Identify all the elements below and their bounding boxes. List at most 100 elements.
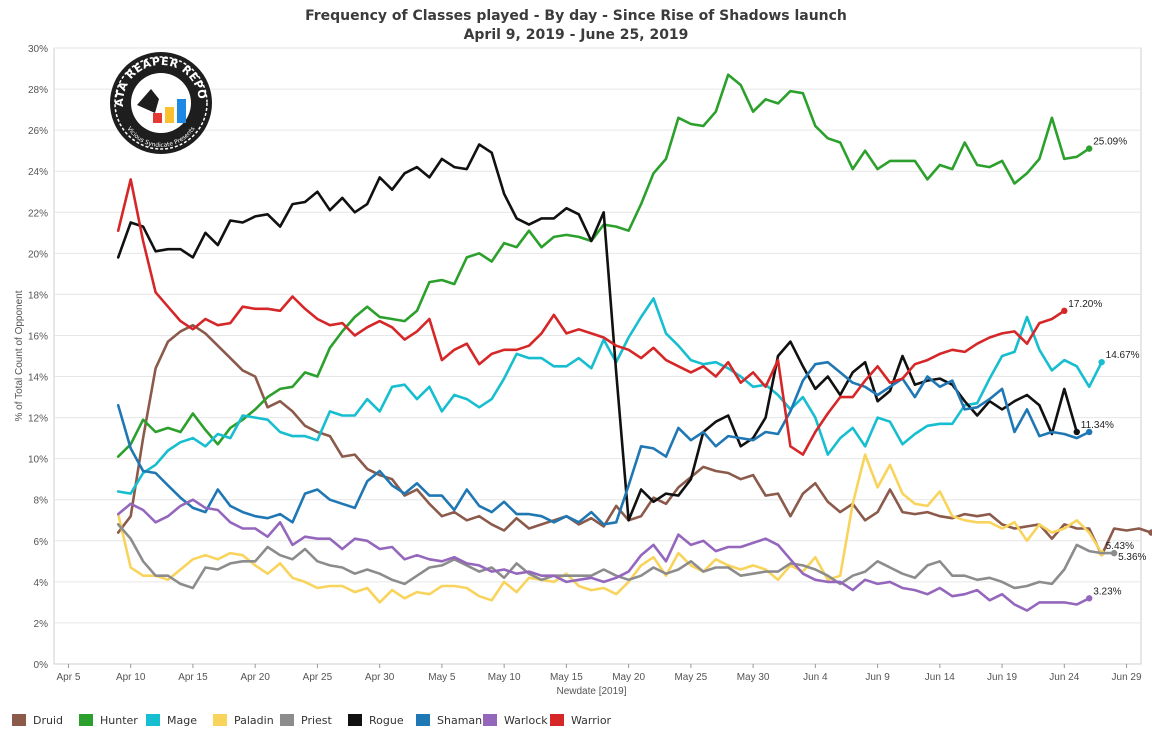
legend-label: Rogue [369,713,404,727]
data-reaper-logo: DATA REAPER REPORTVicious Syndicate Pres… [110,52,212,154]
series-line-paladin [116,453,1103,604]
legend-item-paladin: Paladin [213,712,280,728]
y-tick-label: 24% [28,167,48,178]
legend-label: Warrior [571,713,612,727]
x-tick-label: May 10 [488,672,521,683]
legend-item-warlock: Warlock [483,712,550,728]
x-tick-label: Jun 29 [1112,672,1142,683]
x-tick-label: Jun 4 [803,672,828,683]
chart-subtitle: April 9, 2019 - June 25, 2019 [463,27,689,43]
x-tick-label: Apr 15 [178,672,208,683]
legend-swatch [348,714,362,726]
legend-swatch [280,714,294,726]
y-tick-label: 0% [34,660,49,671]
x-tick-label: Apr 10 [116,672,146,683]
y-tick-label: 30% [28,44,48,55]
legend-label: Shaman [437,713,483,727]
logo-bar-icon [153,113,162,123]
legend-label: Priest [301,713,332,727]
legend-item-shaman: Shaman [416,712,483,728]
end-label-warrior: 17.20% [1068,299,1102,310]
x-axis: Apr 5 Apr 10 Apr 15 Apr 20 Apr 25 Apr 30 May 5… [56,664,1142,683]
logo-center [131,73,191,133]
x-tick-label: Apr 30 [365,672,395,683]
legend-swatch [79,714,93,726]
chart-title: Frequency of Classes played - By day - S… [305,8,847,24]
end-label-paladin: 5.43% [1106,541,1134,552]
legend-item-druid: Druid [12,712,79,728]
legend-swatch [12,714,26,726]
x-tick-label: Jun 24 [1049,672,1079,683]
y-axis: 0% 2% 4% 6% 8% 10% 12% 14% 16% 18% 20% 22% 24% 26% 28%… [28,44,1141,671]
y-tick-label: 4% [34,578,49,589]
legend-item-warrior: Warrior [550,712,617,728]
y-tick-label: 26% [28,126,48,137]
series-line-warrior [116,178,1066,456]
x-tick-label: Jun 9 [865,672,890,683]
legend-item-priest: Priest [280,712,348,728]
series-end-point-mage [1098,358,1105,366]
legend-item-mage: Mage [146,712,213,728]
legend-swatch [416,714,430,726]
x-tick-label: May 30 [737,672,770,683]
x-tick-label: May 25 [674,672,707,683]
legend-label: Druid [33,713,64,727]
legend-swatch [213,714,227,726]
logo-bar-icon [165,107,174,123]
legend-swatch [550,714,564,726]
series-end-point-rogue [1073,428,1080,436]
series-line-warlock [116,498,1091,612]
series-line-mage [116,297,1103,495]
end-label-rogue: 11.34% [1081,420,1114,431]
x-axis-label: Newdate [2019] [556,686,626,697]
series-line-rogue [116,143,1079,522]
x-tick-label: Apr 25 [303,672,333,683]
y-tick-label: 6% [34,537,49,548]
series-end-point-druid [1148,529,1152,536]
x-tick-label: May 20 [612,672,645,683]
x-tick-label: Apr 20 [240,672,270,683]
x-tick-label: Jun 19 [987,672,1017,683]
series-lines [116,73,1152,612]
x-tick-label: Jun 14 [925,672,955,683]
logo-bar-icon [177,99,186,123]
series-end-point-hunter [1086,145,1093,152]
end-label-priest: 5.36% [1118,552,1146,563]
series-end-point-warlock [1086,595,1093,602]
legend-swatch [483,714,497,726]
y-tick-label: 18% [28,290,48,301]
legend-item-hunter: Hunter [79,712,146,728]
y-tick-label: 2% [34,619,49,630]
y-tick-label: 12% [28,414,48,425]
y-tick-label: 14% [28,373,48,384]
legend-item-rogue: Rogue [348,712,416,728]
series-end-point-priest [1110,549,1118,557]
logo-ring [114,56,208,150]
x-tick-label: May 5 [428,672,456,683]
y-tick-label: 10% [28,455,48,466]
y-axis-label: % of Total Count of Opponent [14,290,25,421]
y-tick-label: 28% [28,85,48,96]
end-label-hunter: 25.09% [1093,137,1127,148]
legend-label: Hunter [100,713,138,727]
legend-label: Paladin [234,713,274,727]
legend-label: Mage [167,713,197,727]
series-line-priest [116,523,1116,590]
end-label-mage: 14.67% [1106,350,1140,361]
series-end-point-warrior [1061,307,1068,315]
x-tick-label: Apr 5 [56,672,80,683]
chart-legend: Druid Hunter Mage Paladin Priest Rogue Shaman W… [12,712,617,728]
y-tick-label: 22% [28,208,48,219]
series-line-shaman [116,360,1091,526]
y-tick-label: 16% [28,331,48,342]
end-label-warlock: 3.23% [1093,586,1121,597]
y-tick-label: 8% [34,496,49,507]
x-tick-label: May 15 [550,672,583,683]
legend-swatch [146,714,160,726]
series-line-druid [116,323,1152,557]
y-tick-label: 20% [28,249,48,260]
logo-reaper-icon [137,89,159,113]
legend-label: Warlock [504,713,548,727]
series-end-point-shaman [1086,428,1093,436]
